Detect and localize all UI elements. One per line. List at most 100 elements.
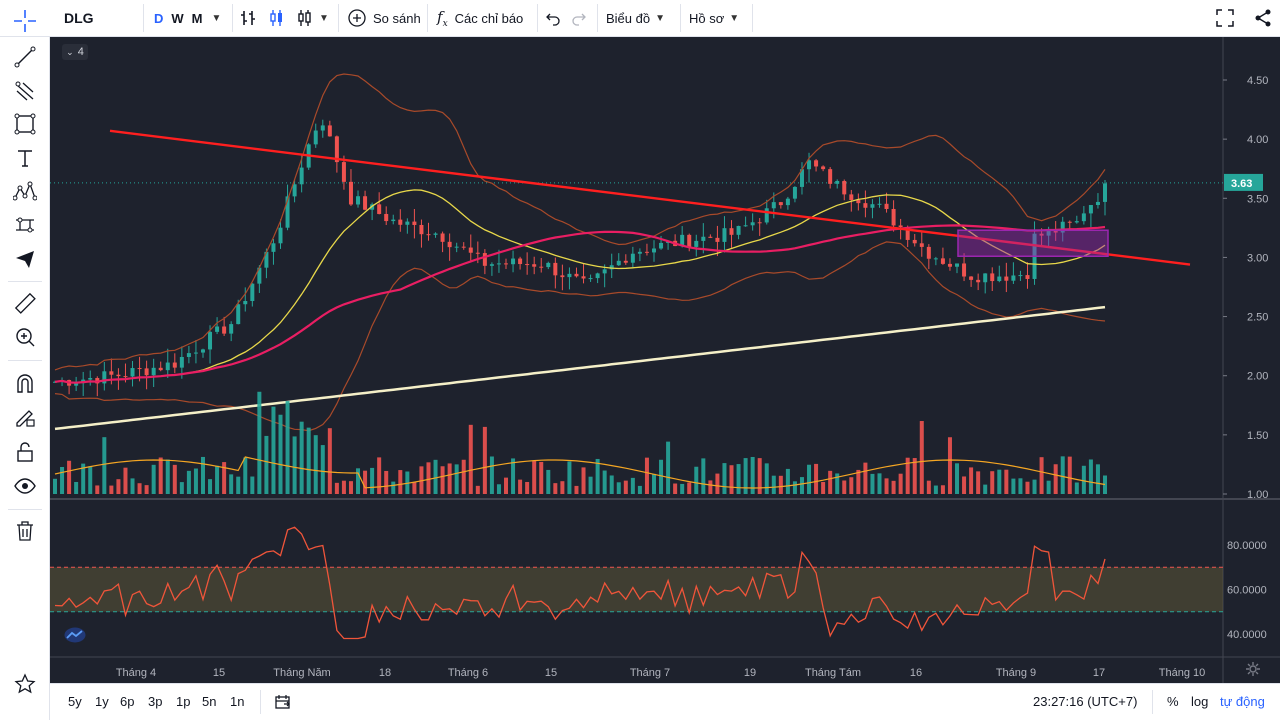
- candle-body: [1025, 275, 1030, 279]
- percent-scale-toggle[interactable]: %: [1167, 694, 1179, 709]
- hollow-candles-icon[interactable]: [296, 9, 314, 27]
- candle-body: [229, 324, 234, 334]
- candle-body: [320, 125, 325, 131]
- price-tick-label: 1.50: [1247, 430, 1268, 442]
- time-tick-label: 15: [213, 667, 225, 679]
- log-scale-toggle[interactable]: log: [1191, 694, 1209, 709]
- indicators-button[interactable]: fx Các chỉ báo: [437, 0, 523, 36]
- volume-bar: [687, 482, 692, 494]
- volume-bar: [602, 470, 607, 494]
- volume-bar: [356, 468, 361, 494]
- candle-body: [560, 275, 565, 278]
- zoom-in-icon: [16, 328, 35, 347]
- volume-bar: [729, 465, 734, 494]
- candle-body: [947, 263, 952, 267]
- candles-icon[interactable]: [268, 9, 286, 27]
- candle-body: [891, 208, 896, 226]
- legend-toggle[interactable]: ⌄ 4: [62, 44, 88, 60]
- volume-bar: [616, 482, 621, 494]
- divider: [8, 281, 42, 282]
- redo-icon[interactable]: [571, 10, 587, 26]
- magnet-tool[interactable]: [10, 370, 40, 396]
- candle-body: [186, 353, 191, 357]
- bars-icon[interactable]: [240, 9, 258, 27]
- bottom-toolbar: 5y 1y 6p 3p 1p 5n 1n 23:27:16 (UTC+7) % …: [50, 683, 1280, 720]
- profile-menu-button[interactable]: Hồ sơ ▼: [689, 0, 739, 36]
- rectangle-tool[interactable]: [10, 111, 40, 137]
- prediction-icon: [16, 217, 34, 233]
- volume-bar: [757, 458, 762, 494]
- price-tick-label: 3.50: [1247, 193, 1268, 205]
- candle-body: [821, 166, 826, 170]
- volume-bar: [348, 481, 353, 494]
- candle-body: [461, 246, 466, 248]
- unlock-tool[interactable]: [10, 439, 40, 465]
- volume-bar: [511, 458, 516, 494]
- zoom-tool[interactable]: [10, 324, 40, 350]
- rsi-line: [54, 526, 1106, 640]
- visibility-tool[interactable]: [10, 473, 40, 499]
- chart-menu-label: Biểu đồ: [606, 10, 651, 26]
- unlock-icon: [17, 442, 33, 462]
- chart-settings-button[interactable]: [1245, 661, 1261, 680]
- range-5y[interactable]: 5y: [68, 694, 82, 709]
- volume-bar: [236, 476, 241, 494]
- volume-bar: [736, 464, 741, 494]
- compare-button[interactable]: So sánh: [348, 0, 421, 36]
- ruler-icon: [14, 292, 36, 314]
- airplane-tool[interactable]: [10, 245, 40, 271]
- volume-bar: [285, 401, 290, 494]
- text-tool[interactable]: [10, 145, 40, 171]
- candle-body: [1067, 221, 1072, 223]
- candle-body: [200, 349, 205, 353]
- candle-body: [602, 269, 607, 274]
- range-1d[interactable]: 1n: [230, 694, 245, 709]
- lock-drawings-tool[interactable]: [10, 404, 40, 430]
- range-5d[interactable]: 5n: [202, 694, 217, 709]
- remove-drawings-tool[interactable]: [10, 518, 40, 544]
- range-1y[interactable]: 1y: [95, 694, 109, 709]
- candle-body: [525, 264, 530, 266]
- candle-body: [898, 225, 903, 228]
- favorites-tool[interactable]: [10, 671, 40, 697]
- volume-bar: [722, 463, 727, 494]
- eye-icon: [14, 478, 36, 494]
- pattern-tool[interactable]: [10, 179, 40, 205]
- trendline-drawing: [109, 129, 1191, 266]
- volume-bar: [701, 458, 706, 494]
- time-tick-label: 16: [910, 667, 922, 679]
- volume-bar: [468, 424, 473, 494]
- volume-bar: [229, 474, 234, 494]
- calendar-goto-icon[interactable]: [275, 694, 291, 710]
- chevron-down-icon[interactable]: ▼: [211, 12, 222, 24]
- plus-circle-icon: [348, 9, 366, 27]
- candle-body: [348, 181, 353, 205]
- trendline-tool[interactable]: [10, 44, 40, 70]
- undo-icon[interactable]: [545, 10, 561, 26]
- candle-body: [715, 237, 720, 242]
- crosshair-tool[interactable]: [10, 8, 40, 34]
- pitchfork-tool[interactable]: [10, 78, 40, 104]
- fullscreen-button[interactable]: [1216, 0, 1234, 36]
- ruler-tool[interactable]: [10, 290, 40, 316]
- chart-canvas[interactable]: 4.50 4.00 3.50 3.00 2.50 2.00 1.50 1.00 3.63 80.0…: [50, 37, 1280, 683]
- interval-month[interactable]: M: [191, 10, 203, 26]
- range-1m[interactable]: 1p: [176, 694, 191, 709]
- volume-bar: [222, 462, 227, 494]
- chart-menu-button[interactable]: Biểu đồ ▼: [606, 0, 665, 36]
- ma-slow-line: [54, 305, 1106, 431]
- top-toolbar: DLG D W M ▼ ▼ So sánh fx Các chỉ báo Biể…: [0, 0, 1280, 37]
- chevron-down-icon[interactable]: ▼: [319, 12, 329, 24]
- volume-bar: [630, 477, 635, 494]
- symbol-search[interactable]: DLG: [64, 0, 94, 36]
- auto-scale-toggle[interactable]: tự động: [1220, 694, 1265, 709]
- interval-week[interactable]: W: [171, 10, 184, 26]
- time-tick-label: Tháng 7: [630, 667, 670, 679]
- candle-body: [644, 251, 649, 253]
- range-6m[interactable]: 6p: [120, 694, 135, 709]
- range-3m[interactable]: 3p: [148, 694, 163, 709]
- prediction-tool[interactable]: [10, 212, 40, 238]
- interval-day[interactable]: D: [154, 10, 164, 26]
- share-button[interactable]: [1254, 0, 1272, 36]
- chart-panel[interactable]: 4.50 4.00 3.50 3.00 2.50 2.00 1.50 1.00 3.63 80.0…: [50, 37, 1280, 683]
